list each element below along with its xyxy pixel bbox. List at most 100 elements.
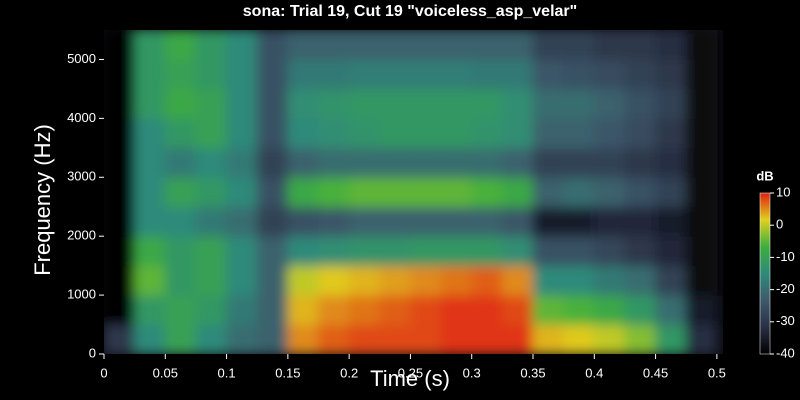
cell: [655, 117, 687, 149]
cell: [164, 147, 197, 178]
cell: [348, 88, 381, 119]
cell: [593, 206, 626, 237]
x-tick-label: 0.2: [340, 365, 358, 380]
colorbar-tick-label: 10: [776, 184, 790, 199]
cell: [501, 117, 534, 149]
cell: [348, 147, 381, 178]
cell: [563, 117, 595, 149]
x-tick-label: 0.4: [585, 365, 603, 380]
cell: [685, 88, 718, 119]
cell: [134, 147, 166, 178]
y-tick-label: 3000: [67, 169, 96, 184]
cell: [226, 30, 258, 60]
y-tick-label: 5000: [67, 51, 96, 66]
cell: [440, 324, 473, 354]
cell: [134, 88, 166, 119]
cell: [471, 324, 503, 354]
cell: [195, 147, 228, 178]
cell: [287, 176, 320, 208]
cell: [195, 235, 228, 267]
cell: [379, 265, 411, 296]
y-tick-label: 0: [89, 345, 96, 360]
cell: [532, 117, 565, 149]
cell: [685, 235, 718, 267]
cell: [440, 58, 473, 90]
cell: [685, 324, 718, 354]
cell: [287, 58, 320, 90]
colorbar-label: dB: [756, 168, 773, 183]
cell: [379, 294, 411, 326]
x-tick-label: 0.5: [708, 365, 726, 380]
cell: [685, 30, 718, 60]
cell: [256, 30, 289, 60]
cell: [655, 206, 687, 237]
cell: [501, 206, 534, 237]
cell: [195, 294, 228, 326]
cell: [104, 176, 136, 208]
cell: [348, 324, 381, 354]
cell: [593, 176, 626, 208]
cell: [501, 88, 534, 119]
cell: [226, 324, 258, 354]
cell: [379, 117, 411, 149]
cell: [348, 117, 381, 149]
cell: [256, 117, 289, 149]
cell: [104, 30, 136, 60]
cell: [563, 176, 595, 208]
x-tick-label: 0: [100, 365, 107, 380]
cell: [318, 58, 350, 90]
cell: [593, 88, 626, 119]
cell: [655, 265, 687, 296]
cell: [134, 206, 166, 237]
cell: [593, 117, 626, 149]
cell: [593, 147, 626, 178]
cell: [164, 206, 197, 237]
y-tick-label: 4000: [67, 110, 96, 125]
cell: [532, 30, 565, 60]
cell: [501, 324, 534, 354]
cell: [318, 88, 350, 119]
cell: [501, 235, 534, 267]
cell: [655, 147, 687, 178]
cell: [348, 176, 381, 208]
cell: [318, 176, 350, 208]
cell: [226, 58, 258, 90]
cell: [287, 324, 320, 354]
colorbar: [759, 192, 771, 355]
cell: [655, 88, 687, 119]
cell: [685, 58, 718, 90]
x-tick-label: 0.15: [275, 365, 300, 380]
cell: [318, 117, 350, 149]
cell: [195, 30, 228, 60]
cell: [256, 147, 289, 178]
cell: [104, 117, 136, 149]
cell: [164, 235, 197, 267]
cell: [501, 58, 534, 90]
cell: [409, 206, 442, 237]
cell: [532, 176, 565, 208]
cell: [593, 58, 626, 90]
cell: [501, 294, 534, 326]
cell: [471, 58, 503, 90]
cell: [104, 147, 136, 178]
cell: [593, 235, 626, 267]
cell: [195, 206, 228, 237]
y-tick-label: 2000: [67, 228, 96, 243]
cell: [440, 176, 473, 208]
cell: [226, 88, 258, 119]
colorbar-tick-label: -20: [776, 281, 795, 296]
cell: [685, 176, 718, 208]
cell: [195, 324, 228, 354]
cell: [563, 324, 595, 354]
cell: [624, 324, 657, 354]
cell: [655, 30, 687, 60]
cell: [287, 265, 320, 296]
cell: [318, 265, 350, 296]
cell: [104, 294, 136, 326]
cell: [226, 147, 258, 178]
cell: [685, 265, 718, 296]
cell: [164, 58, 197, 90]
cell: [532, 88, 565, 119]
